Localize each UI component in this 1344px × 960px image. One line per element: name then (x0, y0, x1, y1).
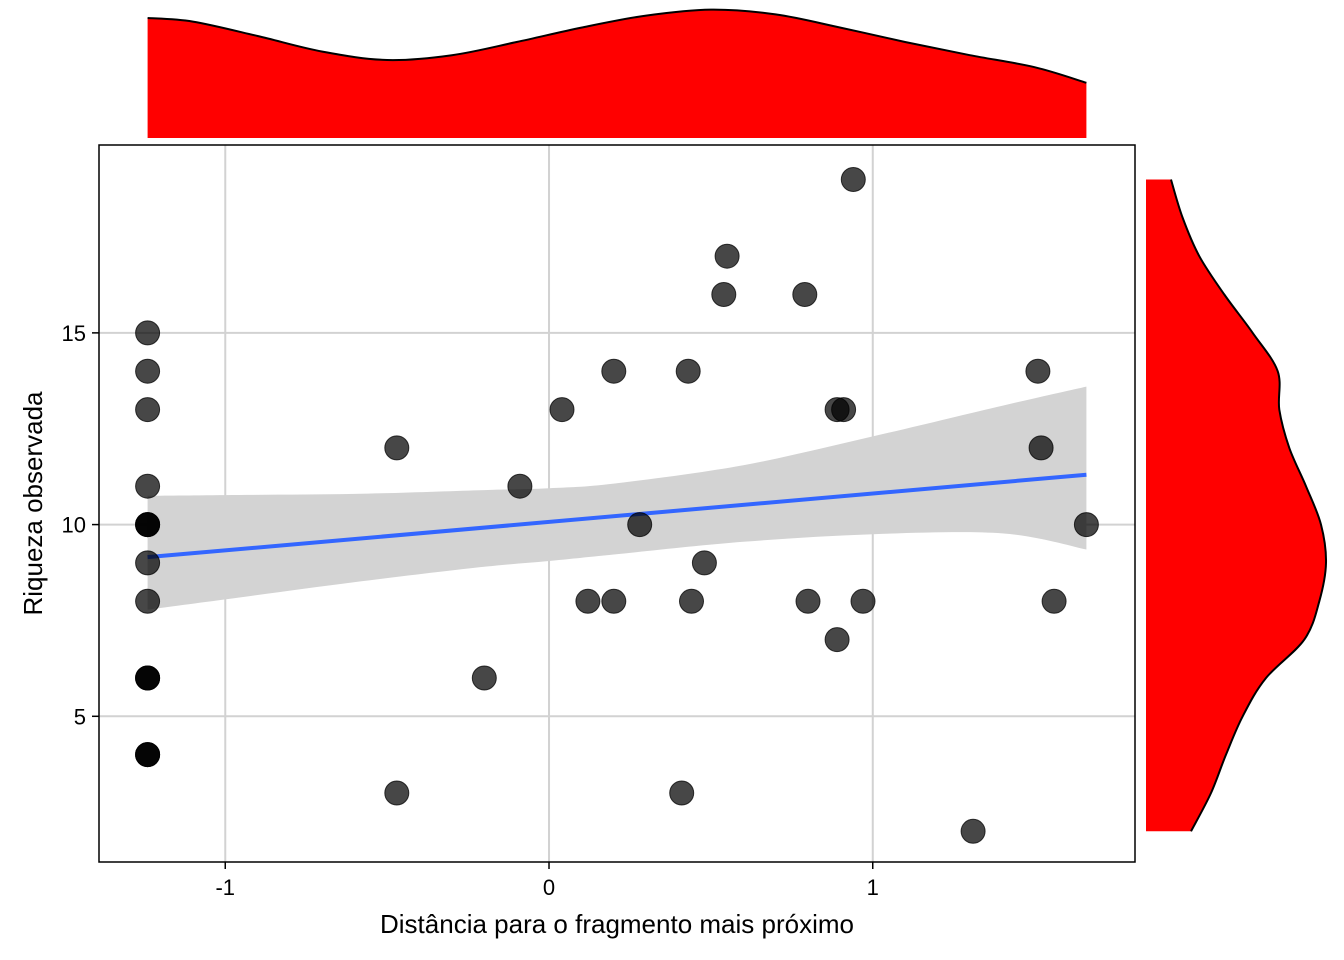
data-point (135, 397, 161, 423)
data-point (135, 550, 161, 576)
x-tick-label: -1 (215, 875, 235, 900)
x-tick-label: 0 (543, 875, 555, 900)
plot-border (98, 144, 1136, 863)
data-point (384, 780, 410, 806)
data-point (675, 358, 701, 384)
data-point (691, 550, 717, 576)
data-point (711, 282, 737, 307)
data-point (792, 282, 818, 307)
data-point (679, 588, 704, 614)
fit-line-layer (147, 472, 1087, 560)
data-point (1041, 588, 1067, 614)
y-tick-label: 15 (62, 321, 86, 346)
data-point (135, 320, 161, 346)
data-point (549, 397, 575, 423)
data-point (601, 588, 627, 614)
y-axis: 5 10 15 (62, 321, 99, 729)
data-point (135, 473, 161, 499)
x-axis: -1 0 1 (215, 862, 879, 900)
data-point (471, 665, 497, 691)
data-point (135, 665, 161, 691)
data-point (669, 780, 695, 806)
x-tick-label: 1 (867, 875, 879, 900)
data-point (824, 627, 850, 653)
data-point (960, 818, 986, 844)
data-point (384, 435, 410, 461)
marginal-x-density (147, 8, 1087, 139)
y-axis-title: Riqueza observada (18, 391, 48, 616)
data-point (831, 397, 857, 423)
y-density-area (1146, 179, 1327, 832)
data-point (135, 512, 161, 538)
x-density-outline (147, 8, 1087, 84)
data-point (507, 473, 533, 499)
regression-line (147, 472, 1087, 560)
points-layer (135, 167, 1099, 844)
data-point (575, 588, 601, 614)
data-point (795, 588, 821, 614)
marginal-y-density (1146, 179, 1328, 832)
confidence-band-layer (147, 386, 1087, 610)
data-point (627, 512, 653, 538)
data-point (714, 243, 740, 269)
data-point (1073, 512, 1099, 538)
data-point (601, 358, 627, 384)
data-point (135, 588, 161, 614)
x-axis-title: Distância para o fragmento mais próximo (380, 909, 854, 939)
y-density-outline (1170, 179, 1328, 832)
y-tick-label: 10 (62, 513, 86, 538)
x-density-area (147, 9, 1087, 139)
data-point (1025, 358, 1051, 384)
data-point (135, 742, 161, 768)
y-tick-label: 5 (74, 704, 86, 729)
plot-panel (98, 144, 1136, 863)
data-point (840, 167, 866, 192)
data-point (850, 588, 876, 614)
confidence-band (147, 386, 1087, 610)
data-point (1028, 435, 1054, 461)
data-point (135, 358, 161, 384)
